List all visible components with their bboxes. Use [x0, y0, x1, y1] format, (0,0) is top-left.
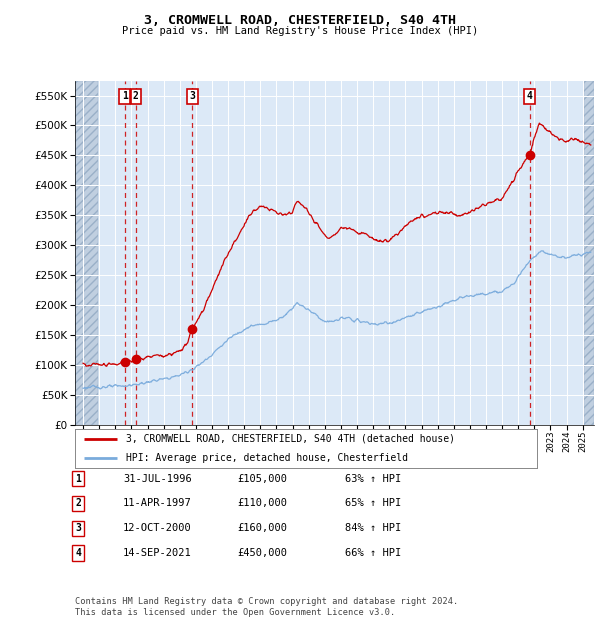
Text: 31-JUL-1996: 31-JUL-1996: [123, 474, 192, 484]
Text: 1: 1: [122, 91, 128, 101]
Bar: [584, 81, 594, 425]
Text: 65% ↑ HPI: 65% ↑ HPI: [345, 498, 401, 508]
Text: 3, CROMWELL ROAD, CHESTERFIELD, S40 4TH: 3, CROMWELL ROAD, CHESTERFIELD, S40 4TH: [144, 14, 456, 27]
Text: 66% ↑ HPI: 66% ↑ HPI: [345, 548, 401, 558]
Text: 2: 2: [133, 91, 139, 101]
Text: 84% ↑ HPI: 84% ↑ HPI: [345, 523, 401, 533]
Text: Price paid vs. HM Land Registry's House Price Index (HPI): Price paid vs. HM Land Registry's House …: [122, 26, 478, 36]
Bar: [75, 81, 98, 425]
Text: £110,000: £110,000: [237, 498, 287, 508]
Text: 4: 4: [75, 548, 81, 558]
Text: 1: 1: [75, 474, 81, 484]
Text: 12-OCT-2000: 12-OCT-2000: [123, 523, 192, 533]
Text: 2: 2: [75, 498, 81, 508]
Text: £160,000: £160,000: [237, 523, 287, 533]
Text: £450,000: £450,000: [237, 548, 287, 558]
Text: 63% ↑ HPI: 63% ↑ HPI: [345, 474, 401, 484]
Text: £105,000: £105,000: [237, 474, 287, 484]
Text: 11-APR-1997: 11-APR-1997: [123, 498, 192, 508]
Bar: [75, 81, 98, 425]
Text: 3, CROMWELL ROAD, CHESTERFIELD, S40 4TH (detached house): 3, CROMWELL ROAD, CHESTERFIELD, S40 4TH …: [126, 434, 455, 444]
Text: 3: 3: [75, 523, 81, 533]
Text: 4: 4: [527, 91, 532, 101]
Text: HPI: Average price, detached house, Chesterfield: HPI: Average price, detached house, Ches…: [126, 453, 408, 463]
Bar: [584, 81, 594, 425]
Text: 14-SEP-2021: 14-SEP-2021: [123, 548, 192, 558]
Text: 3: 3: [190, 91, 195, 101]
Text: Contains HM Land Registry data © Crown copyright and database right 2024.
This d: Contains HM Land Registry data © Crown c…: [75, 598, 458, 617]
